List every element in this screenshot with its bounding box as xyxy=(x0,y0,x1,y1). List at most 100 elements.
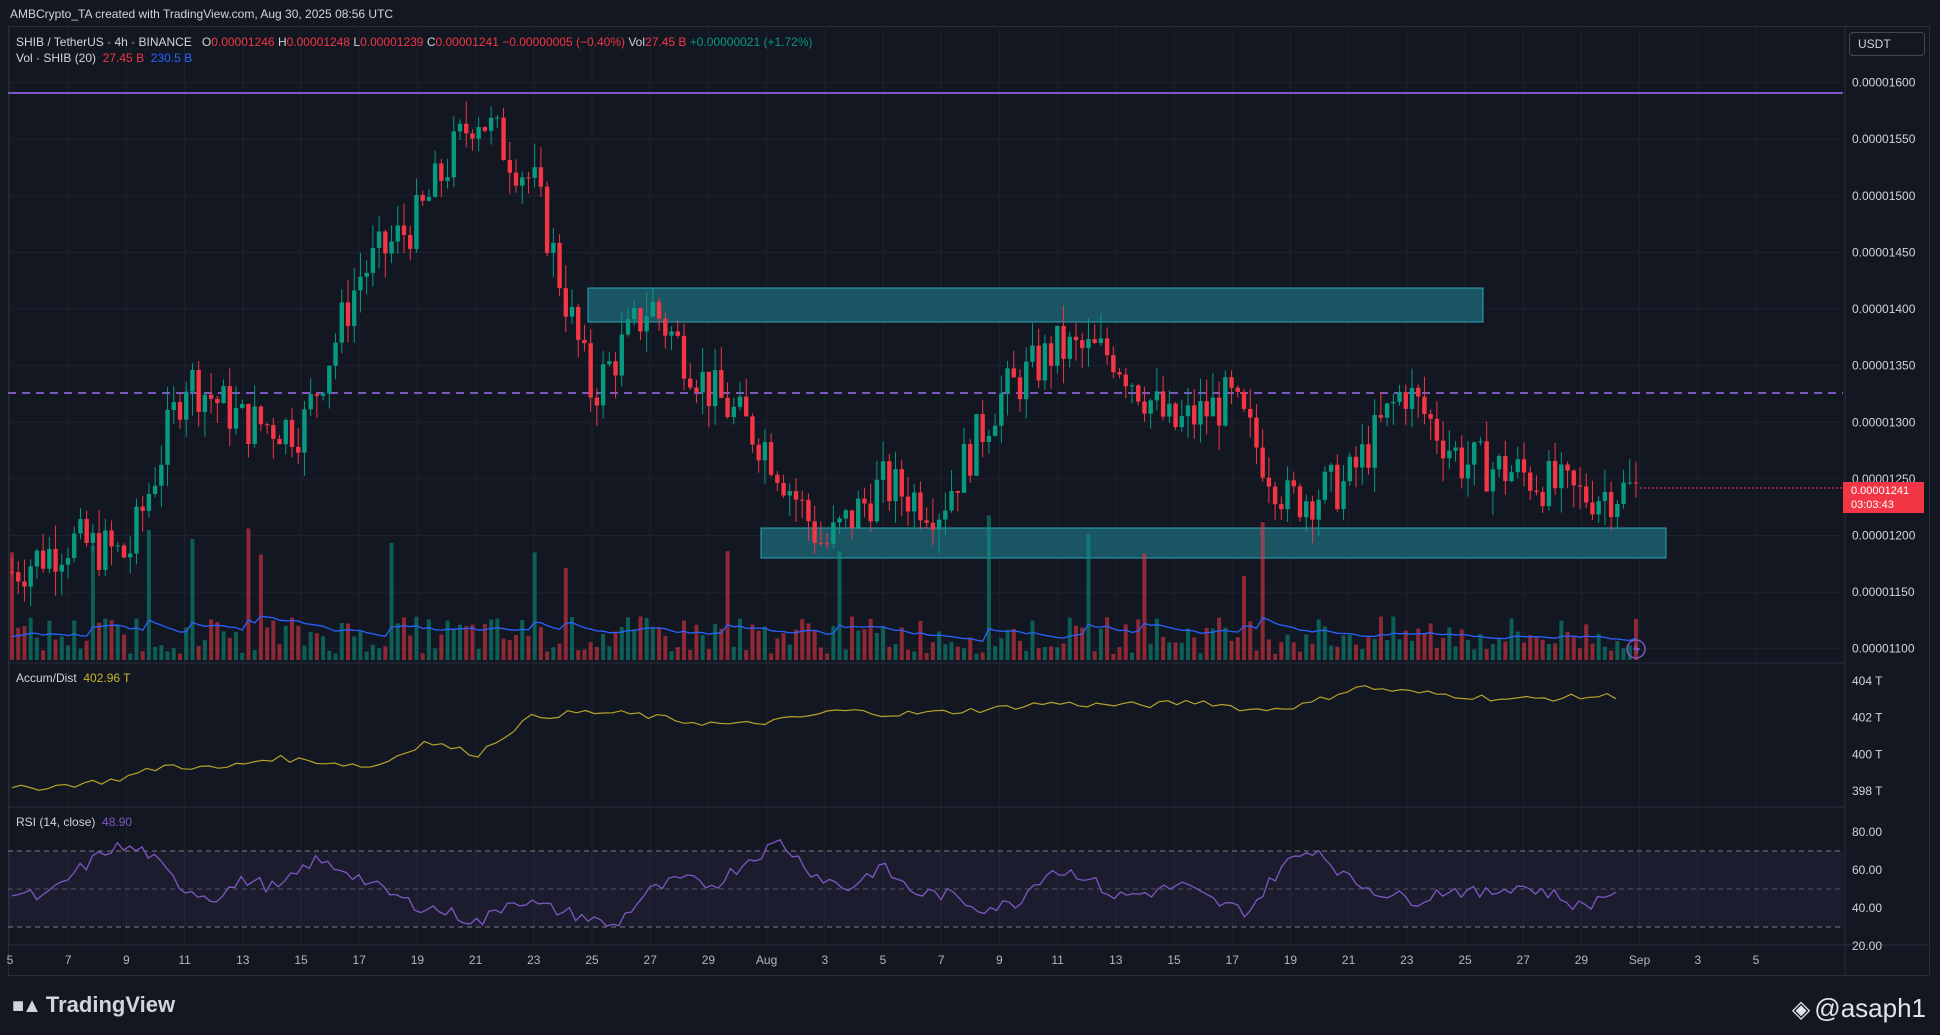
candle-body xyxy=(264,424,270,426)
candle-body xyxy=(775,474,780,483)
volume-bar xyxy=(825,653,830,660)
candle-body xyxy=(277,438,282,445)
volume-bar xyxy=(968,637,973,660)
volume-bar xyxy=(1242,575,1246,660)
volume-bar xyxy=(1055,647,1060,660)
volume-bar xyxy=(762,626,767,660)
volume-bar xyxy=(209,619,214,660)
volume-bar xyxy=(924,653,929,660)
candle-body xyxy=(1509,472,1514,482)
volume-bar xyxy=(974,653,979,660)
volume-bar xyxy=(495,618,500,660)
candle-body xyxy=(1571,470,1576,486)
time-axis-label: 29 xyxy=(702,953,716,967)
candle-body xyxy=(936,519,942,530)
candle-body xyxy=(1204,401,1209,417)
volume-bar xyxy=(1497,639,1502,660)
volume-bar xyxy=(738,618,742,660)
candle-body xyxy=(1092,339,1097,343)
lightning-icon[interactable] xyxy=(1626,639,1646,659)
volume-bar xyxy=(1018,640,1022,660)
volume-legend[interactable]: Vol · SHIB (20) 27.45 B 230.5 B xyxy=(16,51,192,65)
rsi-legend[interactable]: RSI (14, close) 48.90 xyxy=(16,815,132,829)
lower-range-zone[interactable] xyxy=(760,527,1667,559)
tradingview-brand: TradingView xyxy=(45,992,176,1017)
volume-bar xyxy=(153,646,158,660)
candle-body xyxy=(1503,456,1508,482)
candle-body xyxy=(65,558,71,565)
ad-legend[interactable]: Accum/Dist 402.96 T xyxy=(16,671,131,685)
candle-body xyxy=(594,397,600,406)
volume-bar xyxy=(308,631,313,660)
symbol-legend[interactable]: SHIB / TetherUS · 4h · BINANCE O0.000012… xyxy=(16,35,813,49)
close-label: C xyxy=(426,35,436,49)
candle-body xyxy=(787,491,792,496)
candle-body xyxy=(109,530,114,547)
tradingview-logo[interactable]: ■▲ TradingView xyxy=(12,992,175,1018)
chart-frame[interactable] xyxy=(8,26,1930,976)
volume-bar xyxy=(1515,631,1520,660)
candle-body xyxy=(333,342,338,366)
candle-body xyxy=(912,492,917,512)
vol-label: Vol xyxy=(628,35,646,49)
volume-bar xyxy=(1136,619,1141,660)
candle-body xyxy=(495,117,500,119)
volume-bar xyxy=(594,646,599,660)
chart-canvas[interactable]: 0.00001600 0.00001550 0.00001500 0.00001450… xyxy=(0,0,1940,976)
candle-body xyxy=(999,393,1004,426)
candle-body xyxy=(1608,492,1614,518)
volume-bar xyxy=(632,629,637,660)
candle-body xyxy=(924,520,929,523)
candle-body xyxy=(1584,486,1589,503)
candle-body xyxy=(289,420,295,447)
candle-body xyxy=(818,542,824,544)
candle-body xyxy=(1621,482,1626,504)
volume-bar xyxy=(657,627,662,660)
volume-bar xyxy=(277,644,282,660)
candle-body xyxy=(1546,461,1552,507)
volume-bar xyxy=(1254,650,1259,660)
volume-bar xyxy=(626,617,630,660)
volume-bar xyxy=(756,630,761,660)
candle-body xyxy=(177,402,183,420)
candle-body xyxy=(165,410,170,465)
candle-body xyxy=(1179,416,1184,428)
time-axis-label: 7 xyxy=(65,953,72,967)
candle-body xyxy=(849,510,855,528)
candle-body xyxy=(1322,471,1328,500)
candle-body xyxy=(1428,413,1433,419)
volume-bar xyxy=(215,621,220,660)
candle-body xyxy=(84,519,89,543)
upper-range-zone[interactable] xyxy=(587,287,1484,323)
currency-button[interactable]: USDT xyxy=(1849,32,1925,56)
volume-bar xyxy=(719,628,724,660)
candle-body xyxy=(1173,403,1178,428)
ad-axis[interactable]: 404 T 402 T 400 T 398 T xyxy=(1852,674,1883,798)
ad-axis-label: 398 T xyxy=(1852,784,1883,798)
candle-body xyxy=(949,491,954,511)
candle-body xyxy=(688,378,693,388)
volume-bar xyxy=(806,623,811,660)
volume-bar xyxy=(1123,624,1128,660)
candle-body xyxy=(1378,415,1384,418)
candle-body xyxy=(793,491,799,500)
candle-body xyxy=(1266,477,1272,487)
volume-bar xyxy=(1503,641,1508,660)
volume-bar xyxy=(937,631,942,660)
open-label: O xyxy=(201,35,212,49)
candle-body xyxy=(1129,385,1135,387)
volume-bar xyxy=(912,651,917,660)
candle-body xyxy=(1272,486,1278,505)
candle-body xyxy=(607,361,612,365)
time-axis[interactable]: 5 7 9 11 13 15 17 19 21 23 25 27 29 Aug 3 5 7 9 11 13 15 17 19… xyxy=(7,953,1760,967)
candle-body xyxy=(1036,345,1041,381)
price-axis[interactable]: 0.00001600 0.00001550 0.00001500 0.00001450… xyxy=(1852,76,1916,656)
volume-bar xyxy=(1602,646,1607,660)
candle-body xyxy=(513,172,519,186)
high-label: H xyxy=(277,35,287,49)
candle-body xyxy=(880,461,886,480)
candle-body xyxy=(1384,403,1390,418)
candle-body xyxy=(507,160,512,173)
rsi-axis[interactable]: 80.00 60.00 40.00 20.00 xyxy=(1852,825,1882,953)
candle-body xyxy=(432,163,438,197)
